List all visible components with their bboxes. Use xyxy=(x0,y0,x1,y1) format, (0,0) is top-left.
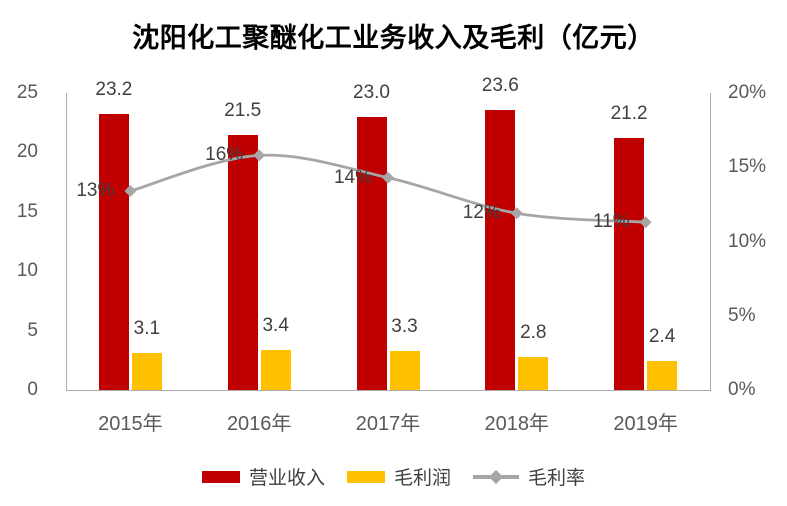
right-axis-tick: 5% xyxy=(728,304,756,326)
profit-value-label: 3.1 xyxy=(133,318,161,340)
revenue-bar xyxy=(485,109,516,390)
left-axis-tick: 25 xyxy=(16,82,38,103)
legend-label: 营业收入 xyxy=(248,468,325,489)
revenue-value-label: 23.0 xyxy=(353,81,390,103)
left-axis-tick: 10 xyxy=(16,260,38,282)
margin-pct-label: 16% xyxy=(205,144,244,166)
legend: 营业收入 毛利润 毛利率 xyxy=(0,463,787,490)
revenue-bar xyxy=(614,138,645,390)
right-axis-tick: 20% xyxy=(728,82,767,103)
profit-value-label: 3.4 xyxy=(262,314,289,336)
x-axis-category-label: 2017年 xyxy=(355,413,421,435)
revenue-bar xyxy=(227,134,258,390)
legend-label: 毛利润 xyxy=(393,468,451,489)
margin-pct-label: 11% xyxy=(592,211,630,233)
legend-line-sample xyxy=(473,469,519,484)
revenue-bar xyxy=(98,114,129,390)
right-axis-tick: 10% xyxy=(728,230,767,252)
profit-bar xyxy=(647,361,678,390)
legend-item-margin: 毛利率 xyxy=(473,463,585,490)
left-axis-tick: 20 xyxy=(16,141,38,163)
profit-bar xyxy=(389,350,420,390)
left-axis-tick: 5 xyxy=(27,319,38,341)
profit-value-label: 3.3 xyxy=(391,315,418,337)
x-axis-line xyxy=(66,390,711,391)
chart-title: 沈阳化工聚醚化工业务收入及毛利（亿元） xyxy=(132,23,655,53)
left-axis-line xyxy=(66,93,67,391)
revenue-value-label: 21.2 xyxy=(610,103,648,125)
legend-swatch-revenue xyxy=(201,470,240,483)
revenue-value-label: 21.5 xyxy=(224,99,262,121)
x-axis-category-label: 2019年 xyxy=(613,413,678,435)
x-axis-category-label: 2018年 xyxy=(484,413,550,435)
x-axis-category-label: 2015年 xyxy=(98,413,163,435)
x-axis-category-label: 2016年 xyxy=(226,413,292,435)
revenue-value-label: 23.6 xyxy=(481,74,519,96)
profit-bar xyxy=(131,353,162,390)
right-axis-tick: 0% xyxy=(728,379,756,400)
profit-bar xyxy=(260,349,291,390)
right-axis-line xyxy=(710,93,711,391)
left-axis-tick: 0 xyxy=(27,379,38,400)
legend-diamond-marker xyxy=(488,469,504,484)
margin-pct-label: 12% xyxy=(462,202,501,224)
legend-item-profit: 毛利润 xyxy=(346,463,451,490)
profit-bar xyxy=(518,356,549,390)
legend-item-revenue: 营业收入 xyxy=(201,463,325,490)
revenue-value-label: 23.2 xyxy=(95,79,133,101)
legend-label: 毛利率 xyxy=(528,468,586,489)
left-axis-tick: 15 xyxy=(16,200,38,222)
profit-value-label: 2.4 xyxy=(648,326,676,348)
margin-pct-label: 14% xyxy=(333,166,372,188)
legend-swatch-profit xyxy=(346,470,385,483)
right-axis-tick: 15% xyxy=(728,156,767,178)
margin-pct-label: 13% xyxy=(76,180,115,201)
revenue-bar xyxy=(356,116,387,390)
profit-value-label: 2.8 xyxy=(520,321,547,343)
